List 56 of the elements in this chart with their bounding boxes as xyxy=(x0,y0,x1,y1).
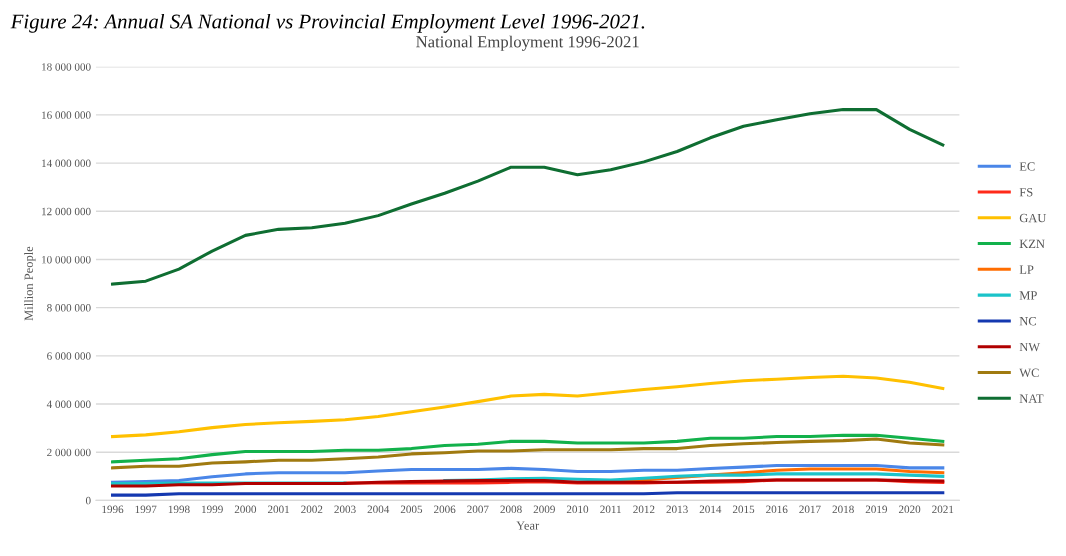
x-tick-label: 2018 xyxy=(832,505,854,514)
x-tick-label: 2019 xyxy=(865,505,888,514)
legend-label: KZN xyxy=(1019,239,1045,248)
y-tick-label: 2 000 000 xyxy=(47,448,91,457)
x-tick-label: 2001 xyxy=(267,505,290,514)
x-tick-label: 2006 xyxy=(434,505,456,514)
legend-label: LP xyxy=(1019,265,1034,274)
y-tick-label: 12 000 000 xyxy=(42,207,91,216)
x-tick-label: 2007 xyxy=(467,505,489,514)
x-tick-label: 2009 xyxy=(533,505,555,514)
legend-label: WC xyxy=(1019,368,1039,378)
y-tick-label: 10 000 000 xyxy=(42,255,91,264)
line-series xyxy=(111,433,945,464)
legend-label: MP xyxy=(1019,291,1037,300)
x-tick-label: 1997 xyxy=(135,505,157,514)
x-tick-label: 2008 xyxy=(500,505,522,514)
line-series xyxy=(111,463,945,484)
x-tick-label: 2005 xyxy=(400,505,423,514)
x-tick-label: 1999 xyxy=(202,505,223,514)
x-tick-label: 2015 xyxy=(732,505,755,514)
y-tick-label: 16 000 000 xyxy=(42,111,91,119)
legend-label: NC xyxy=(1019,317,1036,326)
x-tick-label: 2016 xyxy=(766,505,788,514)
line-series xyxy=(111,437,945,470)
x-tick-label: 2020 xyxy=(898,505,921,514)
line-series xyxy=(111,478,945,488)
y-axis-title: Million People xyxy=(24,246,36,321)
chart-title: National Employment 1996-2021 xyxy=(416,35,639,51)
x-tick-label: 1998 xyxy=(168,505,190,514)
legend-label: NW xyxy=(1019,342,1041,352)
x-tick-label: 2013 xyxy=(666,505,688,514)
legend-label: NAT xyxy=(1019,394,1044,403)
x-tick-label: 2014 xyxy=(699,505,722,514)
legend-label: EC xyxy=(1019,162,1035,171)
y-tick-label: 8 000 000 xyxy=(47,304,91,312)
x-tick-label: 2000 xyxy=(234,505,257,514)
y-tick-label: 4 000 000 xyxy=(46,400,91,408)
x-tick-label: 2011 xyxy=(600,505,621,514)
line-series xyxy=(111,108,945,286)
y-tick-label: 18 000 000 xyxy=(42,63,91,71)
legend-label: GAU xyxy=(1019,213,1047,223)
x-tick-label: 2003 xyxy=(334,505,356,514)
x-tick-label: 1996 xyxy=(102,505,124,514)
y-tick-label: 0 xyxy=(85,496,91,505)
x-tick-label: 2021 xyxy=(932,505,954,514)
x-axis-title: Year xyxy=(516,521,540,530)
x-tick-label: 2010 xyxy=(566,505,589,514)
x-tick-label: 2002 xyxy=(301,505,323,514)
y-tick-label: 6 000 000 xyxy=(47,352,91,360)
x-tick-label: 2004 xyxy=(367,505,390,514)
legend-label: FS xyxy=(1019,188,1033,197)
caption: Figure 24: Annual SA National vs Provincial Employment Level 1996-2021. xyxy=(10,13,645,33)
y-tick-label: 14 000 000 xyxy=(42,159,91,168)
x-tick-label: 2012 xyxy=(633,505,655,514)
x-tick-label: 2017 xyxy=(799,505,821,514)
line-series xyxy=(111,374,945,439)
